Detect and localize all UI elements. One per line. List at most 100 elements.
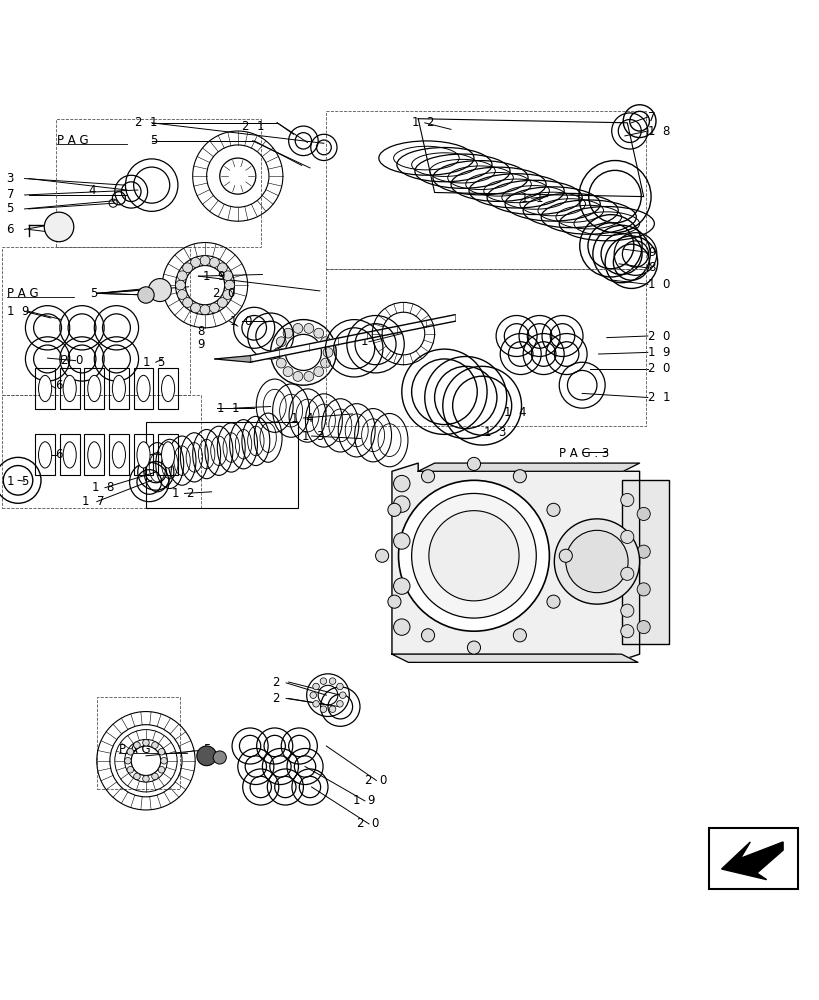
Text: 9: 9 bbox=[647, 246, 654, 259]
Text: 1  1: 1 1 bbox=[520, 192, 542, 205]
Text: 3: 3 bbox=[7, 172, 14, 185]
Circle shape bbox=[513, 470, 526, 483]
Circle shape bbox=[175, 280, 185, 290]
Circle shape bbox=[314, 367, 324, 377]
Circle shape bbox=[274, 347, 283, 357]
Bar bbox=[146, 422, 297, 508]
Circle shape bbox=[546, 595, 559, 608]
Text: 1  7: 1 7 bbox=[82, 495, 104, 508]
Bar bbox=[35, 434, 55, 475]
Bar bbox=[84, 434, 104, 475]
Circle shape bbox=[223, 271, 233, 281]
Text: P A G: P A G bbox=[57, 134, 89, 147]
Text: 1  9: 1 9 bbox=[7, 305, 29, 318]
Circle shape bbox=[133, 773, 140, 780]
Circle shape bbox=[339, 692, 346, 698]
Text: 8: 8 bbox=[647, 261, 654, 274]
Circle shape bbox=[209, 303, 219, 313]
Circle shape bbox=[636, 545, 649, 558]
Bar bbox=[84, 368, 104, 409]
Text: 2  0: 2 0 bbox=[647, 330, 669, 343]
Bar bbox=[97, 697, 180, 789]
Circle shape bbox=[127, 748, 133, 755]
Bar bbox=[326, 111, 645, 269]
Circle shape bbox=[138, 287, 154, 303]
Circle shape bbox=[636, 507, 649, 521]
Circle shape bbox=[312, 683, 319, 690]
Bar bbox=[708, 828, 797, 890]
Circle shape bbox=[393, 475, 410, 492]
Text: 5: 5 bbox=[150, 134, 157, 147]
Circle shape bbox=[329, 678, 336, 684]
Circle shape bbox=[152, 773, 158, 780]
Circle shape bbox=[148, 279, 171, 302]
Circle shape bbox=[292, 323, 302, 333]
Circle shape bbox=[283, 328, 292, 338]
Circle shape bbox=[310, 692, 316, 698]
Bar bbox=[621, 480, 668, 644]
Circle shape bbox=[143, 739, 149, 746]
Circle shape bbox=[320, 358, 330, 368]
Circle shape bbox=[393, 533, 410, 549]
Circle shape bbox=[467, 457, 480, 470]
Circle shape bbox=[183, 298, 192, 307]
Circle shape bbox=[276, 358, 286, 368]
Polygon shape bbox=[391, 463, 639, 662]
Text: 1  9: 1 9 bbox=[352, 794, 374, 807]
Ellipse shape bbox=[112, 442, 125, 468]
Text: 1  4: 1 4 bbox=[291, 412, 313, 425]
Ellipse shape bbox=[112, 375, 125, 402]
Circle shape bbox=[158, 766, 165, 773]
Text: 1  2: 1 2 bbox=[172, 487, 194, 500]
Circle shape bbox=[467, 641, 480, 654]
Circle shape bbox=[177, 271, 187, 281]
Text: 2  0: 2 0 bbox=[647, 362, 669, 375]
Circle shape bbox=[554, 519, 639, 604]
Text: 1  2: 1 2 bbox=[412, 116, 434, 129]
Circle shape bbox=[152, 742, 158, 748]
Text: 2  0: 2 0 bbox=[356, 817, 378, 830]
Ellipse shape bbox=[63, 442, 76, 468]
Circle shape bbox=[620, 493, 633, 507]
Text: 2  0: 2 0 bbox=[364, 774, 387, 787]
Text: 5: 5 bbox=[90, 287, 97, 300]
Bar bbox=[158, 434, 178, 475]
Circle shape bbox=[393, 619, 410, 635]
Circle shape bbox=[191, 258, 201, 267]
Text: P A G: P A G bbox=[119, 743, 151, 756]
Circle shape bbox=[620, 530, 633, 543]
Circle shape bbox=[304, 323, 314, 333]
Bar bbox=[109, 434, 129, 475]
Polygon shape bbox=[721, 842, 782, 880]
Circle shape bbox=[217, 298, 227, 307]
Text: 2  0: 2 0 bbox=[61, 354, 84, 367]
Ellipse shape bbox=[137, 442, 150, 468]
Polygon shape bbox=[250, 315, 455, 362]
Text: 5: 5 bbox=[7, 202, 14, 215]
Circle shape bbox=[513, 629, 526, 642]
Circle shape bbox=[337, 701, 343, 707]
Circle shape bbox=[620, 604, 633, 617]
Text: 1  5: 1 5 bbox=[143, 356, 165, 369]
Circle shape bbox=[337, 683, 343, 690]
Circle shape bbox=[636, 583, 649, 596]
Circle shape bbox=[421, 629, 434, 642]
Ellipse shape bbox=[88, 375, 101, 402]
Circle shape bbox=[283, 367, 292, 377]
Text: 8: 8 bbox=[197, 325, 204, 338]
Circle shape bbox=[44, 212, 74, 242]
Text: 1  6: 1 6 bbox=[41, 448, 63, 461]
Ellipse shape bbox=[38, 442, 52, 468]
Text: 1  4: 1 4 bbox=[504, 406, 526, 419]
Text: 7: 7 bbox=[647, 111, 654, 124]
Text: 1  9: 1 9 bbox=[203, 270, 225, 283]
Text: 1  6: 1 6 bbox=[41, 379, 63, 392]
Text: 2  1: 2 1 bbox=[647, 391, 669, 404]
Circle shape bbox=[312, 701, 319, 707]
Bar bbox=[326, 269, 645, 426]
Text: 2  1: 2 1 bbox=[135, 116, 157, 129]
Circle shape bbox=[387, 595, 400, 608]
Circle shape bbox=[304, 371, 314, 381]
Polygon shape bbox=[391, 654, 637, 662]
Circle shape bbox=[323, 347, 333, 357]
